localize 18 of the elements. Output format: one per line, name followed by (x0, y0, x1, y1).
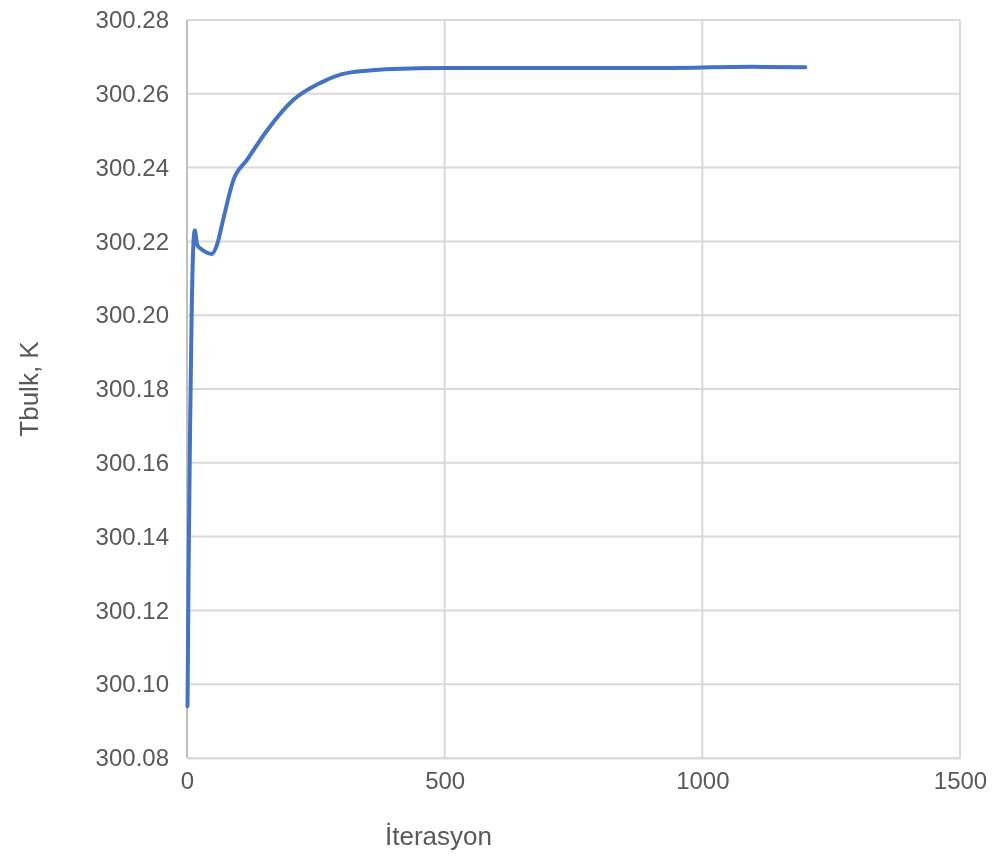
line-series (185, 64, 808, 709)
x-axis-title: İterasyon (385, 821, 492, 851)
x-tick-label: 1500 (933, 767, 988, 795)
y-tick-label: 300.12 (95, 596, 169, 624)
y-tick-label: 300.22 (95, 227, 169, 255)
y-tick-label: 300.16 (95, 448, 169, 476)
y-tick-label: 300.10 (95, 670, 169, 698)
y-tick-label: 300.24 (95, 153, 169, 181)
y-tick-label: 300.26 (95, 79, 169, 107)
y-tick-label: 300.18 (95, 375, 169, 403)
x-tick-label: 0 (180, 767, 195, 795)
y-tick-label: 300.28 (95, 6, 169, 34)
y-tick-label: 300.20 (95, 301, 169, 329)
y-axis-title: Tbulk, K (14, 340, 44, 437)
x-tick-label: 500 (425, 767, 466, 795)
x-tick-label: 1000 (676, 767, 730, 795)
y-tick-label: 300.14 (95, 522, 169, 550)
y-tick-label: 300.08 (95, 744, 169, 772)
